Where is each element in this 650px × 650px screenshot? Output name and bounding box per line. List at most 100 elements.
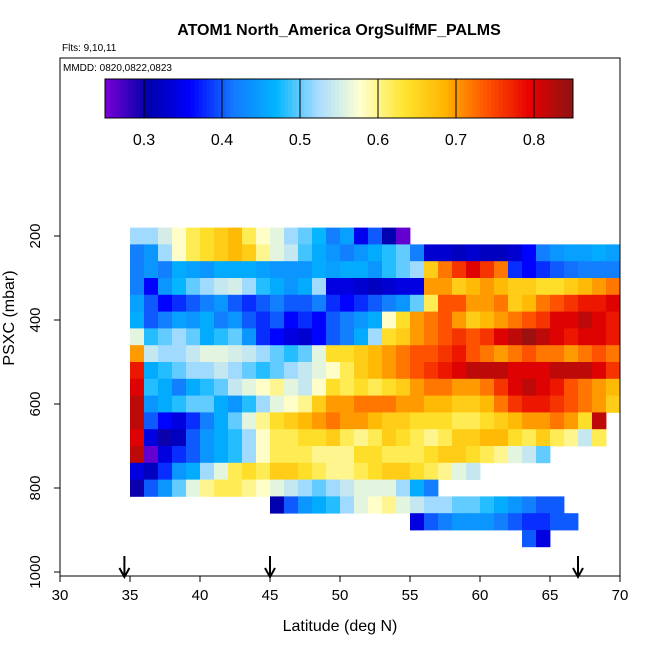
heatmap-cell <box>424 479 439 497</box>
heatmap-cell <box>592 244 607 262</box>
heatmap-cell <box>214 328 229 346</box>
heatmap-cell <box>466 429 481 447</box>
colorbar-segment <box>569 79 574 118</box>
heatmap-cell <box>466 362 481 380</box>
colorbar-segment <box>518 79 523 118</box>
heatmap-cell <box>354 278 369 296</box>
heatmap-cell <box>606 362 621 380</box>
heatmap-cell <box>592 378 607 396</box>
heatmap-cell <box>214 462 229 480</box>
heatmap-cell <box>242 311 257 329</box>
heatmap-cell <box>452 311 467 329</box>
colorbar-segment <box>409 79 414 118</box>
heatmap-cell <box>410 513 425 531</box>
x-axis: 30 35 40 45 50 55 60 65 70 <box>52 576 628 604</box>
heatmap-cell <box>172 462 187 480</box>
heatmap-cell <box>228 395 243 413</box>
heatmap-cell <box>172 294 187 312</box>
heatmap-cell <box>480 345 495 363</box>
heatmap-cell <box>522 294 537 312</box>
heatmap-cell <box>256 362 271 380</box>
heatmap-cell <box>214 278 229 296</box>
heatmap-cell <box>312 446 327 464</box>
heatmap-cell <box>480 278 495 296</box>
heatmap-cell <box>284 496 299 514</box>
heatmap-cell <box>172 328 187 346</box>
colorbar-segment <box>300 79 305 118</box>
heatmap-cell <box>200 429 215 447</box>
heatmap-cell <box>480 412 495 430</box>
heatmap-cell <box>466 496 481 514</box>
colorbar-segment <box>339 79 344 118</box>
heatmap-cell <box>564 412 579 430</box>
heatmap-cell <box>270 446 285 464</box>
heatmap-cell <box>410 462 425 480</box>
heatmap-cell <box>270 244 285 262</box>
heatmap-cell <box>228 462 243 480</box>
heatmap-cell <box>438 412 453 430</box>
heatmap-cell <box>270 479 285 497</box>
heatmap-cell <box>130 412 145 430</box>
heatmap-cell <box>564 395 579 413</box>
heatmap-cell <box>396 479 411 497</box>
heatmap-cell <box>214 294 229 312</box>
heatmap-cell <box>326 294 341 312</box>
heatmap-cell <box>606 261 621 279</box>
heatmap-cell <box>242 227 257 245</box>
colorbar-segment <box>222 79 227 118</box>
colorbar-segment <box>346 79 352 118</box>
heatmap-cell <box>452 412 467 430</box>
heatmap-cell <box>326 395 341 413</box>
colorbar-segment <box>155 79 161 118</box>
heatmap-cell <box>606 294 621 312</box>
heatmap-cell <box>494 278 509 296</box>
y-tick-label: 1000 <box>27 555 44 588</box>
heatmap-cell <box>382 378 397 396</box>
heatmap-cell <box>452 278 467 296</box>
heatmap-cell <box>536 244 551 262</box>
colorbar-segment <box>186 79 192 118</box>
colorbar-segment <box>428 79 434 118</box>
heatmap-cell <box>550 294 565 312</box>
colorbar-segment <box>128 79 133 118</box>
heatmap-cell <box>186 294 201 312</box>
colorbar-segment <box>167 79 172 118</box>
heatmap-cell <box>382 412 397 430</box>
heatmap-cell <box>452 446 467 464</box>
colorbar-segment <box>440 79 445 118</box>
heatmap-cell <box>130 227 145 245</box>
heatmap-cell <box>480 261 495 279</box>
chart-title: ATOM1 North_America OrgSulfMF_PALMS <box>177 22 501 39</box>
heatmap-cell <box>550 261 565 279</box>
colorbar-segment <box>288 79 293 118</box>
heatmap-cell <box>200 244 215 262</box>
heatmap-cell <box>424 278 439 296</box>
heatmap-cell <box>144 328 159 346</box>
heatmap-cell <box>410 345 425 363</box>
heatmap-cell <box>550 362 565 380</box>
heatmap-cell <box>382 496 397 514</box>
colorbar-tick-label: 0.4 <box>211 132 233 149</box>
heatmap-cell <box>186 462 201 480</box>
colorbar-segment <box>253 79 258 118</box>
heatmap-cell <box>466 328 481 346</box>
heatmap-cell <box>228 294 243 312</box>
heatmap-cell <box>452 429 467 447</box>
colorbar-segment <box>311 79 317 118</box>
colorbar-segment <box>452 79 457 118</box>
heatmap-cell <box>438 446 453 464</box>
heatmap-cell <box>410 395 425 413</box>
colorbar-segment <box>175 79 180 118</box>
heatmap-cell <box>312 261 327 279</box>
heatmap-cell <box>480 362 495 380</box>
heatmap-cell <box>536 395 551 413</box>
heatmap-cell <box>298 278 313 296</box>
heatmap-cell <box>522 311 537 329</box>
heatmap-cell <box>270 328 285 346</box>
heatmap-cell <box>424 244 439 262</box>
heatmap-cell <box>354 345 369 363</box>
heatmap-cell <box>158 412 173 430</box>
heatmap-cell <box>228 479 243 497</box>
heatmap-cell <box>536 412 551 430</box>
heatmap-cell <box>270 311 285 329</box>
